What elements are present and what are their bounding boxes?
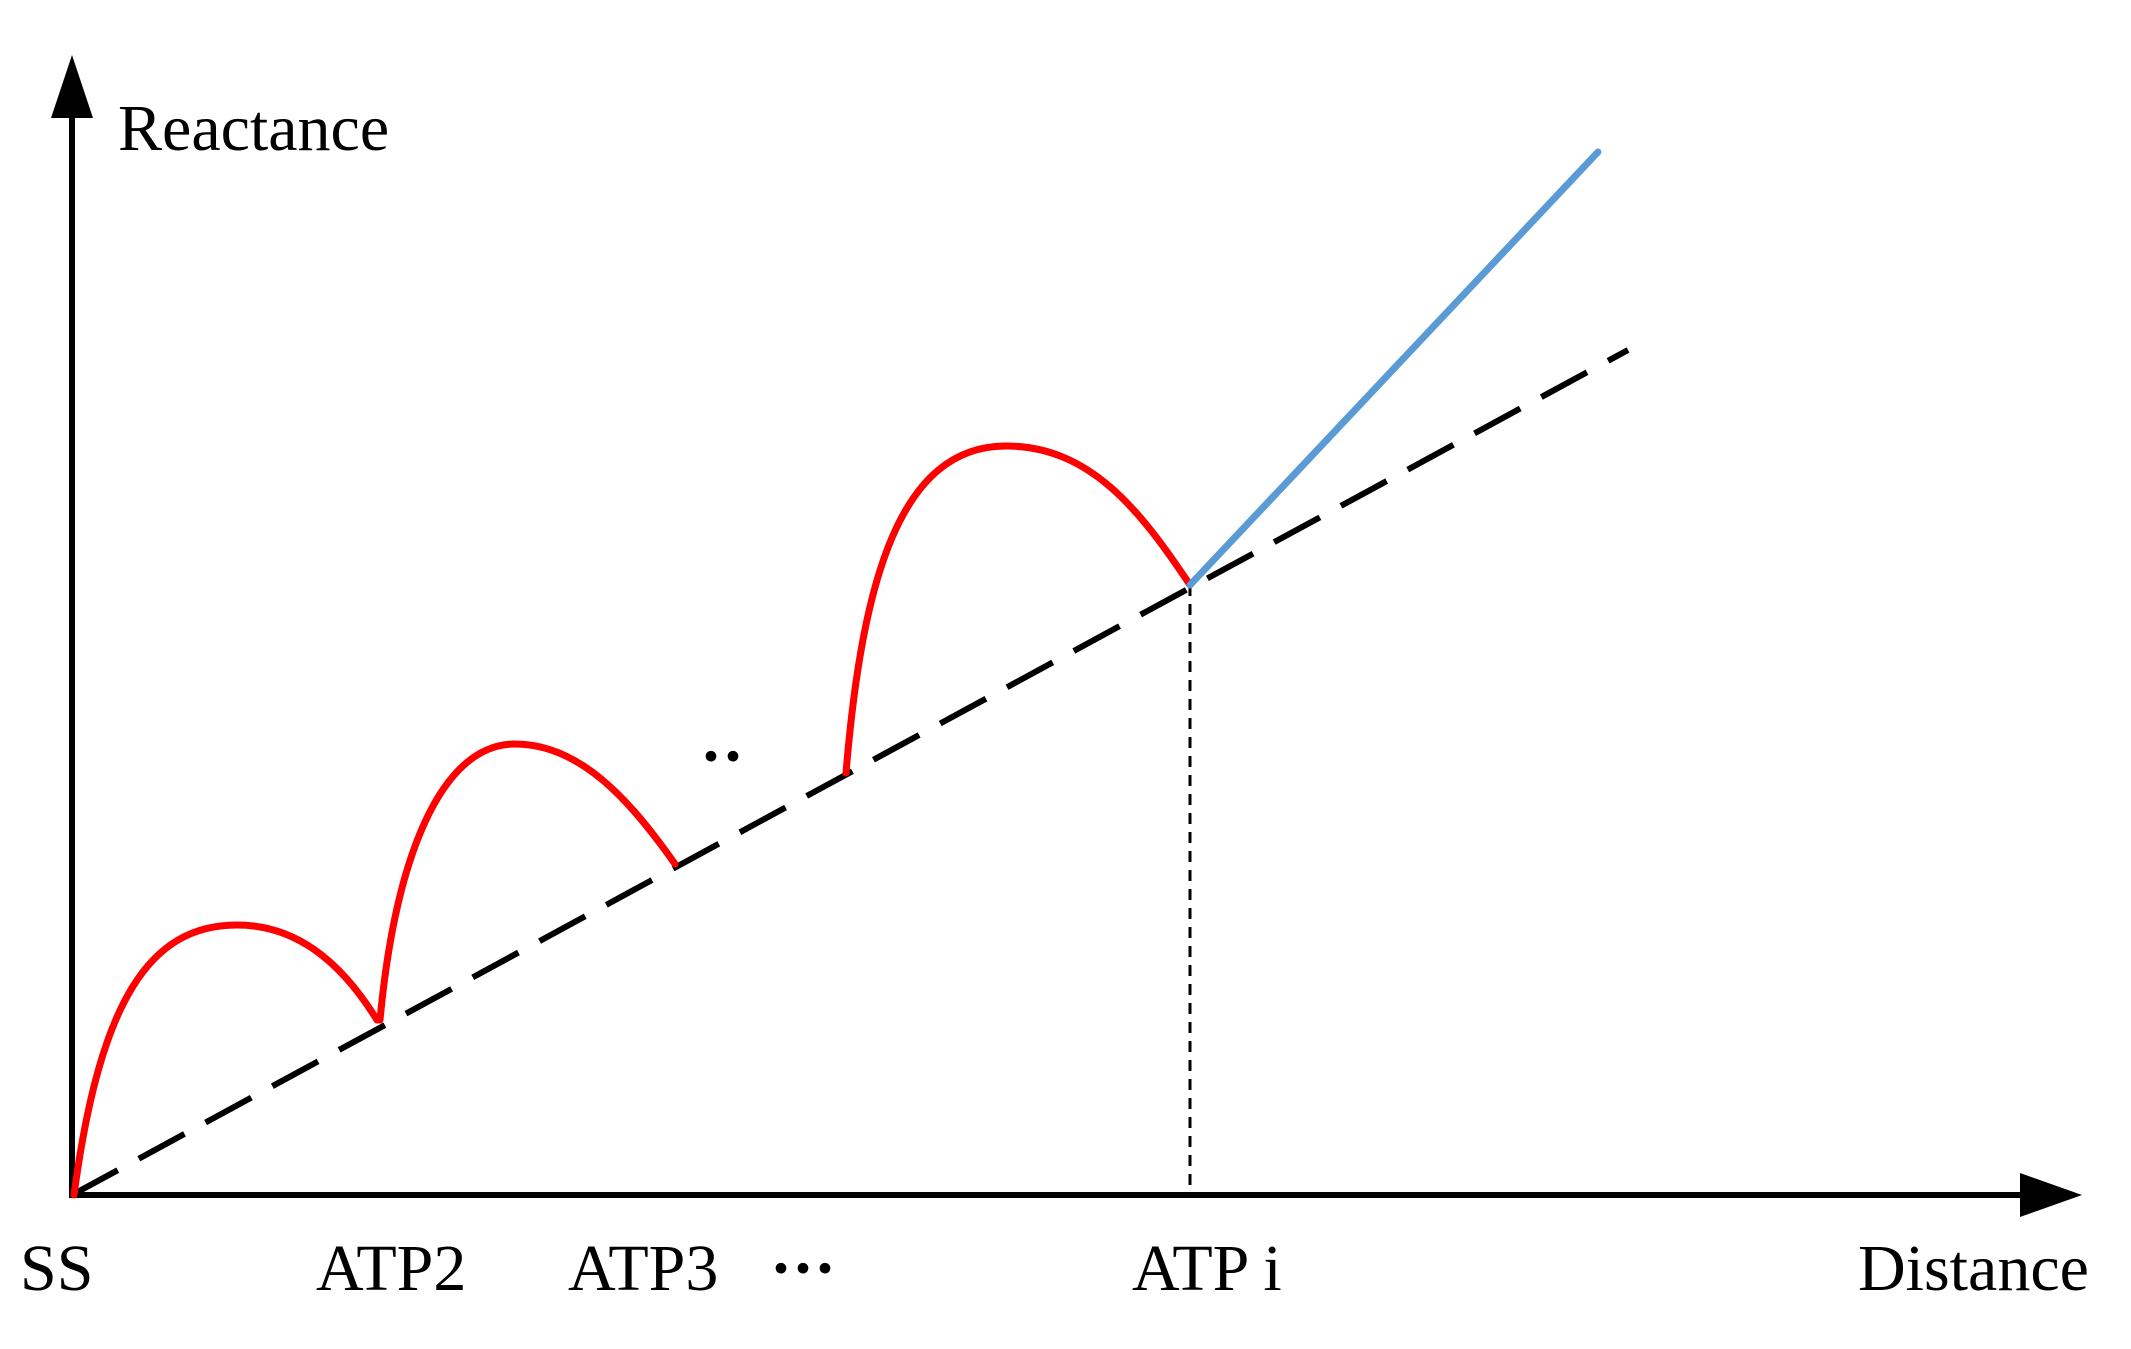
gap-ellipsis-marker: ·· — [700, 720, 744, 793]
tick-label-ss: SS — [20, 1232, 93, 1305]
tick-label-atp-i: ATP i — [1132, 1232, 1282, 1305]
reactance-arc-ss-atp2 — [70, 921, 381, 1199]
tick-label-atp2: ATP2 — [316, 1232, 466, 1305]
x-axis-arrowhead — [2020, 1173, 2082, 1217]
tick-label-ellipsis: ··· — [770, 1232, 836, 1305]
y-axis-label: Reactance — [118, 92, 389, 165]
reactance-arc-atp2-atp3 — [376, 740, 679, 1024]
dashed-trend-line — [70, 347, 1630, 1198]
tick-label-atp3: ATP3 — [568, 1232, 718, 1305]
reactance-arc-to-atp-i — [842, 442, 1194, 777]
reactance-extension-line — [1186, 148, 1602, 589]
y-axis-arrowhead — [51, 55, 93, 118]
x-axis-label: Distance — [1858, 1232, 2089, 1305]
